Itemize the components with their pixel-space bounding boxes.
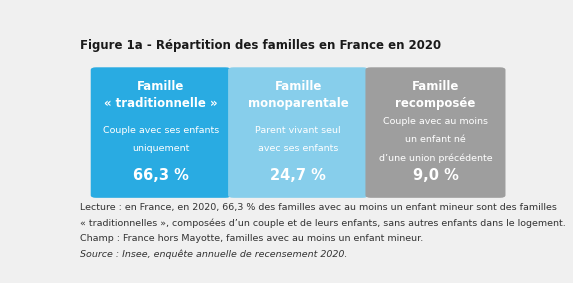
Text: un enfant né: un enfant né xyxy=(405,135,466,144)
Text: Famille: Famille xyxy=(274,80,322,93)
Text: Famille: Famille xyxy=(412,80,459,93)
FancyBboxPatch shape xyxy=(228,67,368,198)
FancyBboxPatch shape xyxy=(366,67,505,198)
Text: Champ : France hors Mayotte, familles avec au moins un enfant mineur.: Champ : France hors Mayotte, familles av… xyxy=(80,234,423,243)
Text: 24,7 %: 24,7 % xyxy=(270,168,326,183)
Text: « traditionnelle »: « traditionnelle » xyxy=(104,97,218,110)
Text: « traditionnelles », composées d’un couple et de leurs enfants, sans autres enfa: « traditionnelles », composées d’un coup… xyxy=(80,218,566,228)
Text: monoparentale: monoparentale xyxy=(248,97,348,110)
Text: Famille: Famille xyxy=(137,80,185,93)
FancyBboxPatch shape xyxy=(91,67,231,198)
Text: 9,0 %: 9,0 % xyxy=(413,168,458,183)
Text: Couple avec ses enfants: Couple avec ses enfants xyxy=(103,126,219,135)
Text: Parent vivant seul: Parent vivant seul xyxy=(256,126,341,135)
Text: Source : Insee, enquête annuelle de recensement 2020.: Source : Insee, enquête annuelle de rece… xyxy=(80,250,347,260)
Text: avec ses enfants: avec ses enfants xyxy=(258,144,338,153)
Text: uniquement: uniquement xyxy=(132,144,190,153)
Text: d’une union précédente: d’une union précédente xyxy=(379,153,492,163)
Text: recomposée: recomposée xyxy=(395,97,476,110)
Text: Figure 1a - Répartition des familles en France en 2020: Figure 1a - Répartition des familles en … xyxy=(80,39,441,52)
Text: Lecture : en France, en 2020, 66,3 % des familles avec au moins un enfant mineur: Lecture : en France, en 2020, 66,3 % des… xyxy=(80,203,556,212)
Text: 66,3 %: 66,3 % xyxy=(133,168,189,183)
Text: Couple avec au moins: Couple avec au moins xyxy=(383,117,488,126)
